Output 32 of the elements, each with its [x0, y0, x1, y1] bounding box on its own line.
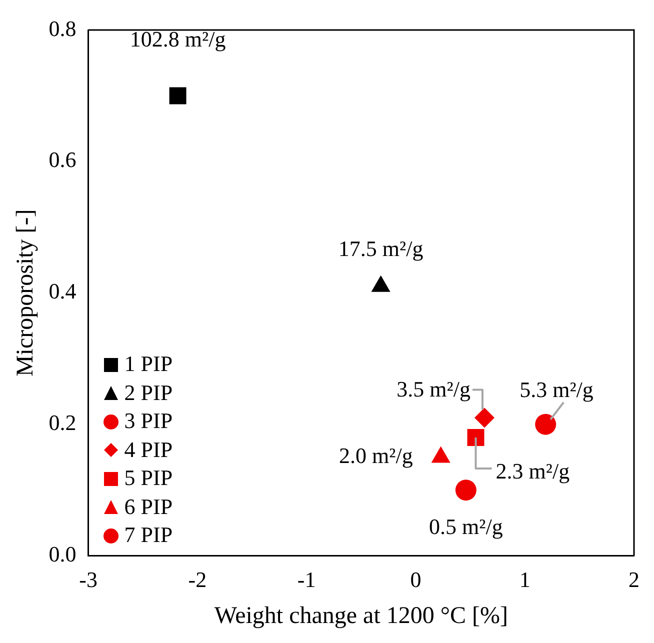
x-tick-label: -2: [188, 566, 207, 592]
legend-label: 5 PIP: [124, 464, 173, 492]
annotation: 2.3 m²/g: [496, 458, 570, 484]
legend-label: 4 PIP: [124, 436, 173, 464]
y-tick-label: 0.8: [48, 16, 76, 41]
x-tick-label: 2: [628, 566, 640, 592]
point: [474, 408, 494, 428]
x-axis-title: Weight change at 1200 °C [%]: [214, 602, 508, 629]
legend-label: 6 PIP: [124, 492, 173, 521]
legend-label: 2 PIP: [124, 378, 173, 407]
annotation: 3.5 m²/g: [396, 376, 470, 402]
y-tick-label: 0.0: [48, 542, 76, 567]
annotation: 2.0 m²/g: [338, 442, 413, 468]
y-axis-title: Microporosity [-]: [12, 209, 39, 377]
annotation: 102.8 m²/g: [130, 26, 226, 52]
legend-label: 7 PIP: [124, 521, 173, 550]
point: [455, 480, 476, 501]
legend-label: 3 PIP: [124, 407, 173, 436]
x-tick-label: -3: [79, 566, 98, 592]
point: [467, 429, 484, 446]
y-tick-label: 0.2: [48, 410, 76, 436]
point: [535, 414, 556, 435]
y-tick-label: 0.4: [48, 278, 76, 304]
x-tick-label: 0: [410, 566, 422, 592]
legend-label: 1 PIP: [124, 350, 173, 378]
x-tick-label: 1: [519, 566, 530, 592]
point: [169, 87, 186, 104]
annotation: 0.5 m²/g: [429, 514, 503, 539]
y-tick-label: 0.6: [48, 147, 76, 172]
annotation: 5.3 m²/g: [520, 377, 594, 402]
x-tick-label: -1: [297, 566, 316, 592]
annotation: 17.5 m²/g: [338, 236, 424, 262]
